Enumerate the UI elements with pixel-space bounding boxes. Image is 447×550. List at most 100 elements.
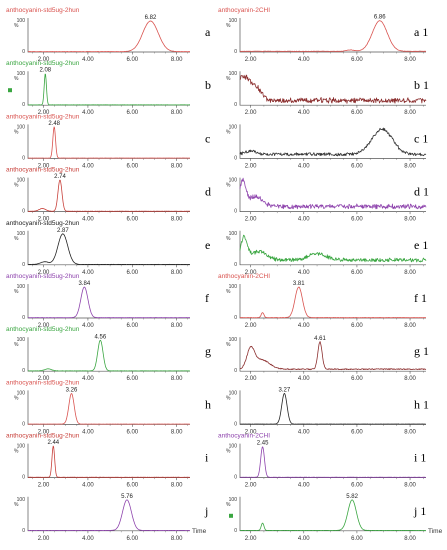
x-tick-label: 2.00 xyxy=(38,163,50,169)
y-tick-label-0: 0 xyxy=(22,315,25,321)
y-tick-label-0: 0 xyxy=(234,102,237,108)
panel-letter: a 1 xyxy=(414,25,428,39)
x-tick-label: 8.00 xyxy=(404,217,416,223)
y-unit-label: % xyxy=(14,449,19,455)
trace-line xyxy=(239,74,427,104)
panel-e1: 100% 0 2.00 4.00 6.00 8.00 e 1 xyxy=(226,230,428,276)
x-tick-label: 2.00 xyxy=(245,429,257,435)
x-tick-label: 4.00 xyxy=(298,163,310,169)
y-unit-label: % xyxy=(14,183,19,189)
panel-g: anthocyanin-std5ug-2hun 100% 0 2.00 4.00 6.00… xyxy=(6,326,211,382)
trace-line xyxy=(239,499,427,531)
series-marker-icon xyxy=(229,513,233,518)
x-tick-label: 2.00 xyxy=(38,536,50,542)
x-tick-label: 4.00 xyxy=(298,323,310,329)
y-tick-label-100: 100 xyxy=(17,337,26,343)
x-tick-label: 4.00 xyxy=(82,163,94,169)
y-tick-label-0: 0 xyxy=(22,421,25,427)
axis-lines xyxy=(239,284,426,319)
trace-title: anthocyanin-2CHI xyxy=(218,433,270,440)
y-tick-label-0: 0 xyxy=(234,528,237,534)
peak-label: 3.27 xyxy=(279,387,291,393)
trace-title: anthocyanin-std5ug-2hun xyxy=(6,326,80,333)
y-tick-label-100: 100 xyxy=(229,178,238,184)
peak-label: 2.44 xyxy=(47,440,59,446)
y-tick-label-0: 0 xyxy=(234,368,237,374)
x-tick-label: 2.00 xyxy=(38,483,50,489)
axis-lines xyxy=(239,390,426,425)
panel-d1: 100% 0 2.00 4.00 6.00 8.00 d 1 xyxy=(226,177,429,223)
trace-line xyxy=(239,127,427,157)
panel-i1: anthocyanin-2CHI 100% 0 2.00 4.00 6.00 8.00 2.4… xyxy=(218,433,426,489)
x-tick-label: 4.00 xyxy=(298,536,310,542)
x-tick-label: 8.00 xyxy=(171,110,183,116)
axis-lines xyxy=(27,284,190,319)
trace-line xyxy=(239,286,427,319)
x-tick-label: 2.00 xyxy=(38,376,50,382)
x-tick-label: 8.00 xyxy=(171,376,183,382)
axis-lines xyxy=(27,230,190,266)
y-tick-label-100: 100 xyxy=(229,124,238,130)
trace-line xyxy=(27,286,191,319)
y-tick-label-0: 0 xyxy=(22,155,25,161)
y-unit-label: % xyxy=(14,289,19,295)
x-tick-label: 4.00 xyxy=(298,217,310,223)
y-tick-label-100: 100 xyxy=(229,497,238,503)
y-tick-label-0: 0 xyxy=(234,315,237,321)
x-tick-label: 6.00 xyxy=(126,429,138,435)
peak-label: 2.74 xyxy=(54,174,66,180)
x-tick-label: 8.00 xyxy=(404,110,416,116)
x-tick-label: 6.00 xyxy=(126,110,138,116)
y-unit-label: % xyxy=(14,76,19,82)
y-unit-label: % xyxy=(226,502,231,508)
y-tick-label-100: 100 xyxy=(17,178,26,184)
panel-d: anthocyanin-std5ug-2hun 100% 0 2.00 4.00 6.00… xyxy=(6,167,211,223)
y-unit-label: % xyxy=(226,342,231,348)
trace-title: anthocyanin-std5ug-2hun xyxy=(6,167,80,174)
panel-b: anthocyanin-std5ug-2hun 100% 0 2.00 4.00 6.00… xyxy=(6,60,211,116)
panel-h1: 100% 0 2.00 4.00 6.00 8.00 3.27 h 1 xyxy=(226,387,429,435)
panel-g1: 100% 0 2.00 4.00 6.00 8.00 4.61 g 1 xyxy=(226,336,429,382)
peak-label: 3.26 xyxy=(66,387,78,393)
axis-lines xyxy=(27,443,190,478)
y-tick-label-100: 100 xyxy=(17,231,26,237)
x-tick-label: 2.00 xyxy=(38,429,50,435)
x-tick-label: 8.00 xyxy=(171,429,183,435)
x-tick-label: 8.00 xyxy=(404,57,416,63)
trace-line xyxy=(239,446,427,478)
panel-letter: d xyxy=(205,185,211,199)
x-tick-label: 8.00 xyxy=(404,323,416,329)
panel-e: anthocyanin-std5ug-2hun 100% 0 2.00 4.00 6.00… xyxy=(6,220,210,276)
x-tick-label: 2.00 xyxy=(245,376,257,382)
x-tick-label: 6.00 xyxy=(351,270,363,276)
panel-letter: e xyxy=(205,238,210,252)
x-tick-label: 2.00 xyxy=(38,323,50,329)
trace-line xyxy=(27,233,191,265)
x-tick-label: 4.00 xyxy=(298,483,310,489)
x-tick-label: 6.00 xyxy=(351,217,363,223)
x-tick-label: 6.00 xyxy=(126,536,138,542)
x-tick-label: 6.00 xyxy=(351,536,363,542)
trace-line xyxy=(27,179,191,212)
panel-letter: h 1 xyxy=(414,397,429,411)
axis-lines xyxy=(239,337,426,372)
x-tick-label: 6.00 xyxy=(351,163,363,169)
x-tick-label: 4.00 xyxy=(298,429,310,435)
x-tick-label: 2.00 xyxy=(245,270,257,276)
x-tick-label: 8.00 xyxy=(404,483,416,489)
y-tick-label-0: 0 xyxy=(22,528,25,534)
x-tick-label: 4.00 xyxy=(82,536,94,542)
y-tick-label-100: 100 xyxy=(17,124,26,130)
trace-line xyxy=(239,177,427,210)
y-tick-label-0: 0 xyxy=(22,475,25,481)
panel-letter: b xyxy=(205,78,211,92)
panel-letter: h xyxy=(205,397,211,411)
peak-label: 4.61 xyxy=(314,336,326,342)
peak-label: 5.76 xyxy=(121,494,133,500)
y-unit-label: % xyxy=(226,183,231,189)
y-tick-label-0: 0 xyxy=(22,368,25,374)
axis-lines xyxy=(27,496,190,532)
panel-c1: 100% 0 2.00 4.00 6.00 8.00 c 1 xyxy=(226,124,428,169)
x-tick-label: 2.00 xyxy=(245,110,257,116)
y-unit-label: % xyxy=(226,395,231,401)
